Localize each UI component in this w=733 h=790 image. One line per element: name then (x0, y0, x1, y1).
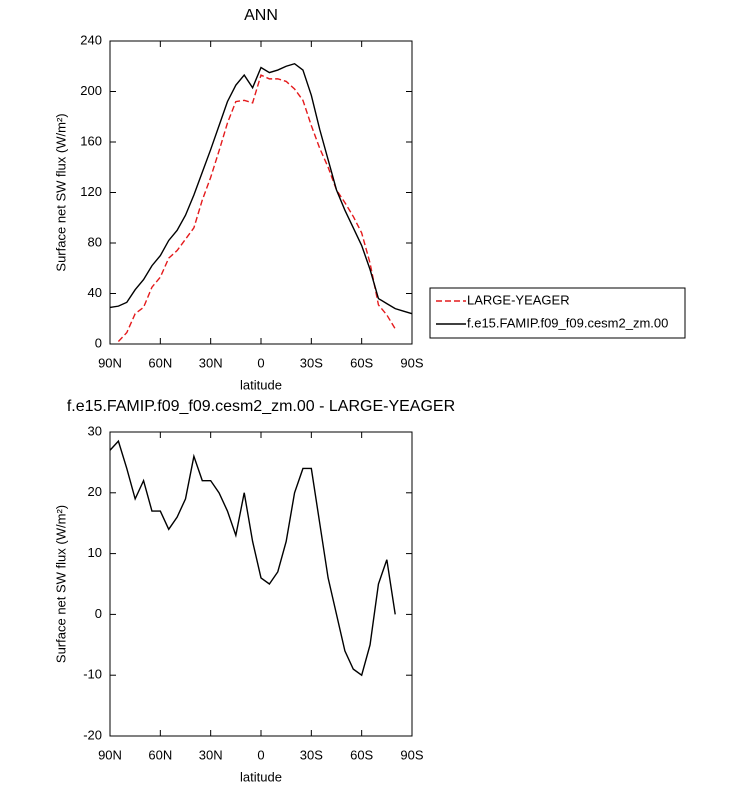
x-tick-label: 60N (148, 747, 172, 762)
data-line (109, 62, 413, 315)
y-tick-label: 20 (88, 484, 102, 499)
legend-box (429, 287, 686, 339)
x-tick-label: 30N (199, 355, 223, 370)
chart-title: ANN (244, 7, 278, 24)
data-line (109, 439, 396, 677)
x-tick-label: 60S (350, 747, 373, 762)
y-tick-label: 0 (95, 335, 102, 350)
y-tick-label: 80 (88, 234, 102, 249)
y-tick-label: 10 (88, 545, 102, 560)
y-axis-label: Surface net SW flux (W/m²) (53, 505, 68, 663)
x-tick-label: 30S (300, 747, 323, 762)
legend-label: f.e15.FAMIP.f09_f09.cesm2_zm.00 (467, 315, 668, 330)
x-tick-label: 0 (257, 355, 264, 370)
x-tick-label: 90S (400, 747, 423, 762)
y-tick-label: 120 (80, 184, 102, 199)
x-tick-label: 30N (199, 747, 223, 762)
x-tick-label: 0 (257, 747, 264, 762)
x-tick-label: 30S (300, 355, 323, 370)
y-axis-label: Surface net SW flux (W/m²) (53, 113, 68, 271)
y-tick-label: -10 (83, 667, 102, 682)
y-tick-label: 40 (88, 285, 102, 300)
chart: ANN 0 40 80 120 160 200 240 90N 60N 30N 0 30S 60S 90S l… (53, 7, 686, 392)
x-tick-label: 60N (148, 355, 172, 370)
x-axis-label: latitude (240, 769, 282, 784)
data-line (117, 74, 396, 342)
y-tick-label: 0 (95, 606, 102, 621)
chart-title: f.e15.FAMIP.f09_f09.cesm2_zm.00 - LARGE-… (67, 398, 455, 415)
y-tick-label: 160 (80, 133, 102, 148)
chart: f.e15.FAMIP.f09_f09.cesm2_zm.00 - LARGE-… (53, 398, 455, 784)
plot-frame (109, 431, 413, 737)
x-tick-label: 90S (400, 355, 423, 370)
x-tick-label: 90N (98, 747, 122, 762)
plot-frame (109, 40, 413, 345)
x-tick-label: 60S (350, 355, 373, 370)
y-tick-label: -20 (83, 727, 102, 742)
y-tick-label: 200 (80, 83, 102, 98)
legend-label: LARGE-YEAGER (467, 292, 570, 307)
x-axis-label: latitude (240, 377, 282, 392)
x-tick-label: 90N (98, 355, 122, 370)
y-tick-label: 30 (88, 423, 102, 438)
y-tick-label: 240 (80, 32, 102, 47)
